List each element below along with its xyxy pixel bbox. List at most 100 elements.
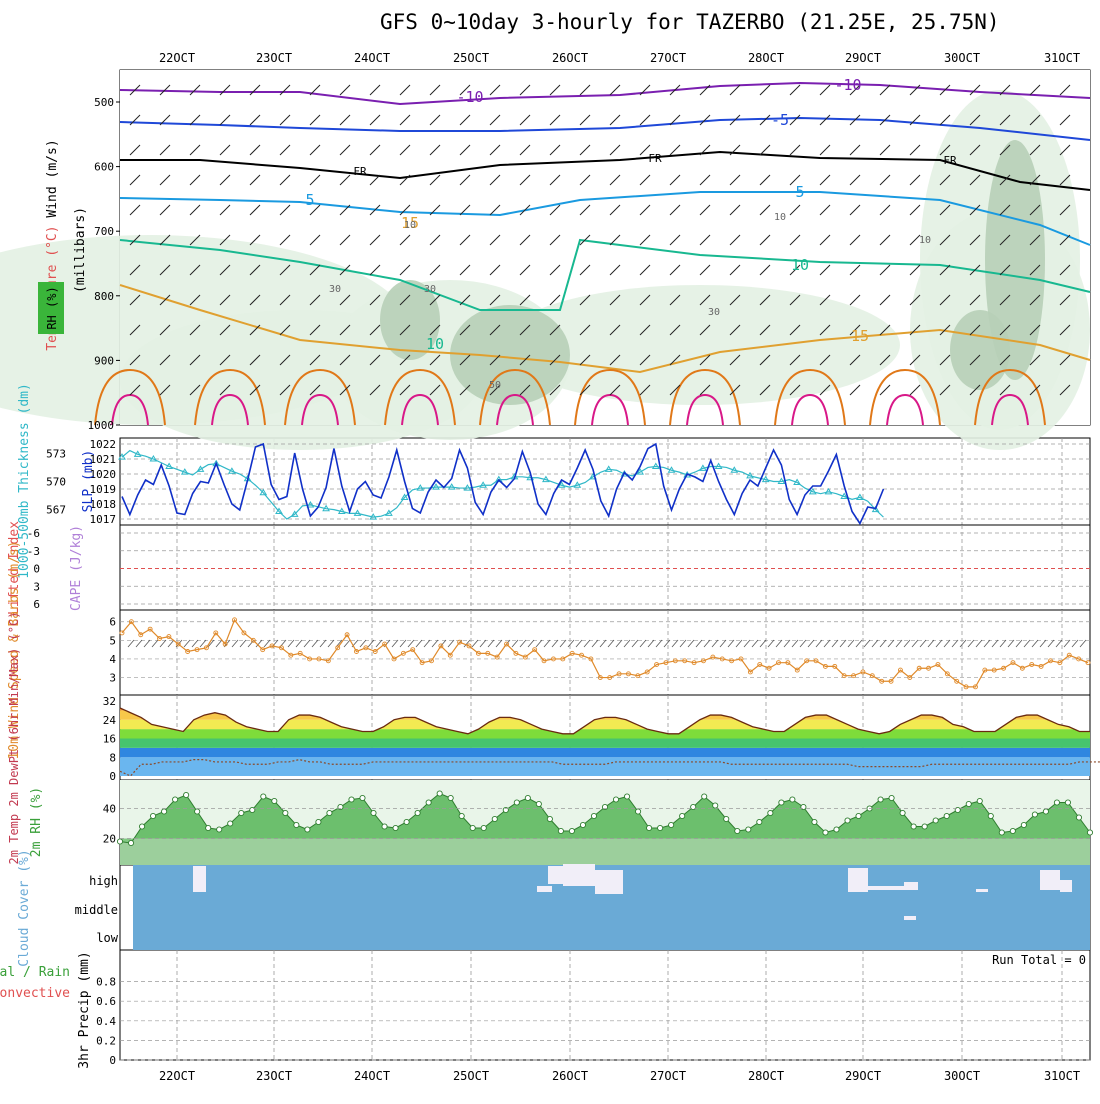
wind-barb — [279, 354, 291, 366]
wind-barb — [369, 144, 381, 156]
wind-speed-point — [1029, 662, 1035, 667]
wind-speed-point — [382, 641, 388, 647]
wind-barb — [969, 114, 981, 126]
wind-barb — [759, 234, 771, 246]
rh-point — [271, 797, 278, 805]
panel-frame — [119, 524, 1091, 611]
temp-tick-label: 32 — [103, 695, 116, 708]
wind-speed-point — [597, 675, 603, 681]
wind-barb — [999, 264, 1011, 276]
wind-barb — [519, 84, 531, 96]
wind-barb — [729, 354, 741, 366]
wind-barb — [759, 324, 771, 336]
wind-barb — [459, 114, 471, 126]
wind-speed-point — [185, 649, 191, 654]
rh-point — [976, 797, 983, 805]
isotherm-line — [119, 284, 1091, 374]
surface-wind-barb — [951, 639, 959, 648]
wind-barb — [219, 204, 231, 216]
rh-point — [458, 812, 465, 820]
wind-barb — [1059, 204, 1071, 216]
rh-point — [425, 799, 432, 806]
surface-wind-barb — [143, 639, 151, 648]
bottom-date-label: 28OCT — [748, 1069, 784, 1083]
surface-wind-barb — [727, 639, 735, 648]
wind-barb — [489, 144, 501, 156]
wind-barb — [339, 384, 351, 396]
thickness-line — [121, 449, 884, 520]
wind-barb — [519, 264, 531, 276]
wind-barb — [639, 114, 651, 126]
surface-wind-barb — [167, 639, 175, 648]
wind-barb — [759, 294, 771, 306]
wind-speed-point — [1048, 658, 1053, 664]
surface-wind-barb — [663, 639, 671, 648]
wind-barb — [399, 384, 411, 396]
surface-wind-barb — [695, 639, 703, 648]
surface-wind-barb — [903, 639, 911, 648]
hot-contour — [211, 393, 249, 426]
surface-wind-barb — [999, 639, 1007, 648]
surface-wind-barb — [855, 639, 863, 648]
wind-barb — [939, 144, 951, 156]
wind-barb — [909, 174, 921, 186]
wind-speed-point — [813, 658, 819, 664]
wind-barb — [369, 324, 381, 336]
surface-wind-barb — [935, 639, 943, 648]
surface-wind-barb — [407, 639, 415, 648]
surface-wind-barb — [927, 639, 935, 648]
surface-wind-barb — [391, 639, 399, 648]
wind-barb — [699, 204, 711, 216]
temp-band — [120, 708, 1090, 711]
wind-barb — [819, 114, 831, 126]
temp-band — [120, 747, 1090, 758]
wind-speed-point — [832, 663, 838, 669]
wind-barb — [579, 294, 591, 306]
wind-barb — [699, 114, 711, 126]
wind-speed-point — [466, 643, 472, 649]
thickness-point — [494, 475, 503, 483]
wind-speed-point — [1010, 660, 1016, 666]
panel-frame — [119, 437, 1091, 526]
isotherm-label: FR — [648, 152, 662, 165]
warm-contour — [574, 368, 646, 426]
panel-frame — [119, 949, 1091, 1061]
slp-tick-label: 1019 — [90, 483, 117, 496]
wind-barb — [279, 174, 291, 186]
wind-barb — [369, 234, 381, 246]
surface-wind-barb — [287, 639, 295, 648]
top-date-label: 23OCT — [256, 51, 292, 65]
wind-speed-point — [954, 678, 960, 684]
surface-wind-barb — [799, 639, 807, 648]
wind-barb — [819, 84, 831, 96]
wind-barb — [1029, 264, 1041, 276]
surface-wind-barb — [975, 639, 983, 648]
surface-wind-barb — [311, 639, 319, 648]
lifted-tick-label: -6 — [27, 527, 40, 540]
wind-speed-point — [607, 675, 613, 681]
wind-barb — [549, 144, 561, 156]
wind-barb — [609, 324, 621, 336]
wind-barb — [309, 354, 321, 366]
wind-speed-point — [625, 671, 631, 677]
surface-wind-barb — [423, 639, 431, 648]
wind-barb — [279, 114, 291, 126]
wind-barb — [639, 174, 651, 186]
surface-wind-barb — [911, 639, 919, 648]
rh-point — [723, 815, 730, 823]
rh-point — [205, 824, 212, 832]
wind-speed-point — [335, 645, 341, 651]
wind-speed-point — [616, 671, 622, 677]
wind-barb — [909, 144, 921, 156]
wind-barb — [819, 144, 831, 156]
thickness-point — [337, 507, 346, 514]
surface-wind-barb — [295, 639, 303, 648]
wind-barb — [609, 354, 621, 366]
thickness-point — [290, 510, 299, 517]
thickness-point — [777, 477, 786, 484]
thickness-axis-label: 1000-500mb Thickness (dm) — [17, 383, 32, 579]
surface-wind-barb — [359, 639, 367, 648]
rh-point — [1042, 808, 1049, 815]
wind-barb — [1059, 294, 1071, 306]
wind-barb — [909, 264, 921, 276]
